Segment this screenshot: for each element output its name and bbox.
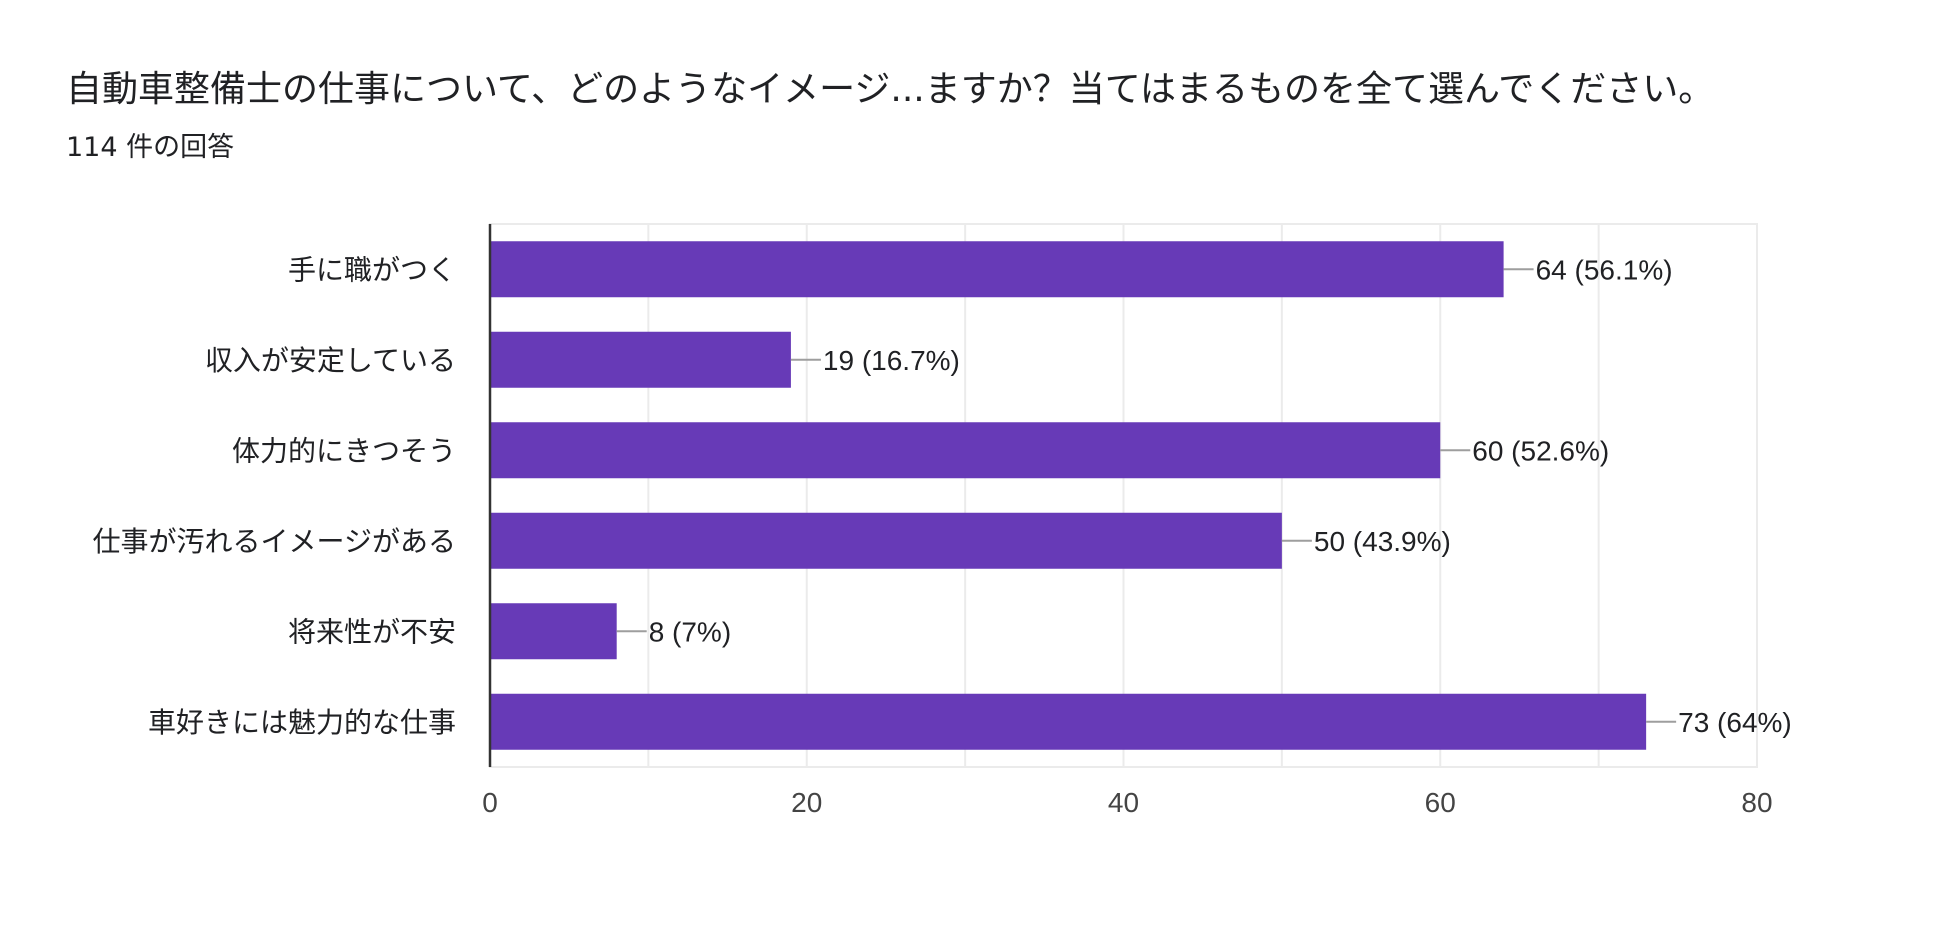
x-tick-label: 40 <box>1108 787 1139 818</box>
category-label: 体力的にきつそう <box>232 434 456 467</box>
x-tick-label: 0 <box>482 787 498 818</box>
question-title: 自動車整備士の仕事について、どのようなイメージ...ますか？当てはまるものを全て… <box>66 69 1715 110</box>
bar <box>490 422 1441 479</box>
x-tick-label: 80 <box>1741 787 1772 818</box>
bar <box>490 331 791 388</box>
data-label: 8 (7%) <box>649 616 731 647</box>
data-label: 50 (43.9%) <box>1314 526 1451 557</box>
category-label: 収入が安定している <box>205 344 456 377</box>
bar <box>490 693 1647 750</box>
bar <box>490 603 617 660</box>
category-label: 車好きには魅力的な仕事 <box>148 706 456 739</box>
category-label: 手に職がつく <box>288 253 456 286</box>
bar <box>490 512 1282 569</box>
category-label: 仕事が汚れるイメージがある <box>93 525 456 558</box>
x-tick-label: 20 <box>791 787 822 818</box>
data-label: 64 (56.1%) <box>1536 254 1673 285</box>
category-label: 将来性が不安 <box>288 615 456 648</box>
data-label: 60 (52.6%) <box>1472 435 1609 466</box>
data-label: 19 (16.7%) <box>823 345 960 376</box>
data-label: 73 (64%) <box>1678 707 1792 738</box>
response-count: 114 件の回答 <box>66 132 235 163</box>
x-tick-label: 60 <box>1425 787 1456 818</box>
bar <box>490 241 1504 298</box>
